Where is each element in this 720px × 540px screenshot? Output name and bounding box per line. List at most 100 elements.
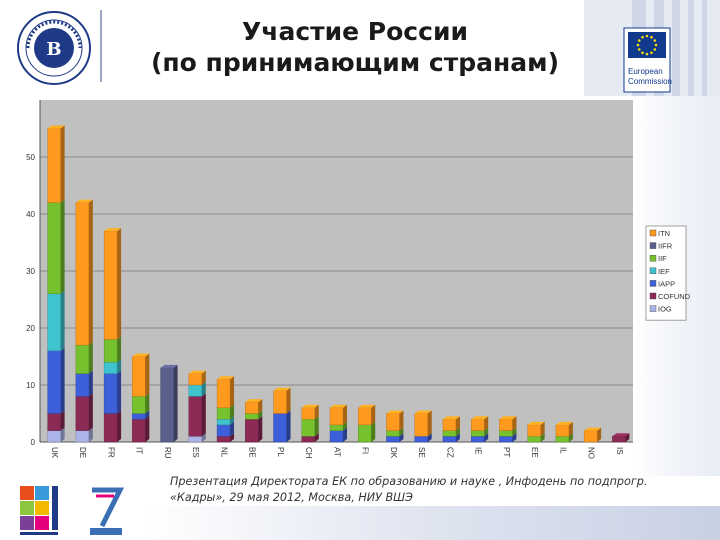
- bar-side: [314, 433, 319, 442]
- legend-swatch: [649, 267, 657, 275]
- bar-segment: [47, 202, 61, 294]
- bar-segment: [329, 424, 344, 431]
- bar-side: [371, 404, 376, 425]
- bar-segment: [499, 436, 513, 443]
- bar-segment: [555, 436, 570, 443]
- bar-segment: [47, 128, 61, 203]
- bar-segment: [103, 413, 118, 443]
- y-tick-label: 30: [26, 267, 35, 276]
- bar-side: [60, 290, 65, 351]
- bar-side: [60, 427, 65, 442]
- x-tick-label: AT: [332, 447, 341, 457]
- bar-segment: [216, 419, 231, 426]
- bar-segment: [75, 373, 90, 397]
- bar-side: [512, 433, 517, 442]
- x-tick-label: IT: [135, 447, 144, 454]
- bar-top: [527, 421, 545, 425]
- legend-label: IIF: [658, 254, 667, 263]
- x-tick-label: NO: [587, 447, 596, 459]
- bar-side: [427, 410, 432, 437]
- bar-segment: [216, 379, 231, 408]
- legend-label: IOG: [658, 305, 672, 314]
- bar-side: [314, 416, 319, 437]
- svg-text:В: В: [46, 39, 61, 60]
- bar-segment: [188, 396, 203, 437]
- bar-top: [104, 228, 122, 232]
- eu-star: [645, 34, 649, 38]
- bar-segment: [442, 430, 457, 437]
- bar-side: [88, 393, 93, 431]
- bar-segment: [75, 202, 90, 346]
- bar-segment: [386, 430, 400, 437]
- bar-segment: [499, 419, 513, 431]
- legend-label: IAPP: [658, 279, 675, 288]
- bar-side: [117, 336, 122, 363]
- y-tick-label: 0: [31, 438, 36, 447]
- bar-top: [414, 410, 432, 414]
- bar-side: [60, 199, 65, 294]
- bar-side: [117, 228, 122, 340]
- bar-side: [230, 376, 235, 408]
- bar-side: [399, 427, 404, 437]
- bar-segment: [216, 436, 231, 443]
- legend-label: ITN: [658, 229, 670, 238]
- title-line-2: (по принимающим странам): [150, 48, 560, 77]
- legend-swatch: [649, 292, 657, 300]
- fp7-people-logo: [90, 487, 124, 535]
- bar-side: [173, 364, 178, 442]
- bar-segment: [301, 419, 315, 437]
- bar-side: [371, 421, 376, 442]
- bar-segment: [470, 430, 485, 437]
- bar-segment: [442, 436, 457, 443]
- bar-side: [258, 416, 263, 442]
- bar-segment: [414, 436, 428, 443]
- legend-swatch: [649, 254, 657, 262]
- bar-side: [455, 416, 460, 431]
- bar-segment: [612, 436, 626, 443]
- bar-segment: [188, 384, 203, 397]
- bar-segment: [386, 413, 400, 431]
- bar-side: [286, 387, 291, 414]
- x-tick-label: PT: [502, 447, 511, 457]
- bar-top: [245, 399, 263, 403]
- legend-swatch: [649, 242, 657, 249]
- bar-side: [60, 347, 65, 414]
- bar-top: [471, 416, 489, 420]
- bar-segment: [301, 407, 315, 420]
- bar-segment: [358, 407, 372, 426]
- eu-star: [637, 39, 641, 42]
- bar-side: [484, 427, 489, 437]
- legend-swatch: [649, 280, 657, 287]
- bar-top: [273, 387, 291, 391]
- ec-logo-line-1: European: [628, 67, 663, 76]
- x-tick-label: CZ: [445, 447, 454, 458]
- bar-segment: [329, 430, 344, 443]
- bar-segment: [188, 436, 203, 443]
- bar-side: [117, 359, 122, 374]
- bar-side: [399, 433, 404, 442]
- slide-header: В Участие России (по принимающим странам…: [0, 0, 720, 96]
- bar-top: [188, 370, 206, 374]
- x-tick-label: DK: [389, 447, 398, 459]
- left-margin: [0, 96, 24, 448]
- bar-top: [301, 404, 319, 408]
- bar-top: [555, 421, 573, 425]
- bar-top: [75, 199, 93, 203]
- bar-segment: [103, 362, 118, 374]
- y-tick-label: 40: [26, 210, 35, 219]
- bar-side: [145, 410, 150, 420]
- bar-segment: [216, 407, 231, 420]
- hse-seal-icon: В: [17, 11, 91, 85]
- bar-segment: [499, 430, 513, 437]
- bar-side: [484, 433, 489, 442]
- bar-side: [88, 427, 93, 442]
- bar-side: [60, 125, 65, 203]
- bar-side: [201, 433, 206, 442]
- title-line-1: Участие России: [242, 17, 468, 46]
- bar-side: [145, 416, 150, 442]
- bar-segment: [132, 396, 146, 414]
- bar-side: [286, 410, 291, 442]
- bar-top: [160, 364, 178, 368]
- bar-segment: [301, 436, 315, 443]
- x-tick-label: PL: [276, 447, 285, 457]
